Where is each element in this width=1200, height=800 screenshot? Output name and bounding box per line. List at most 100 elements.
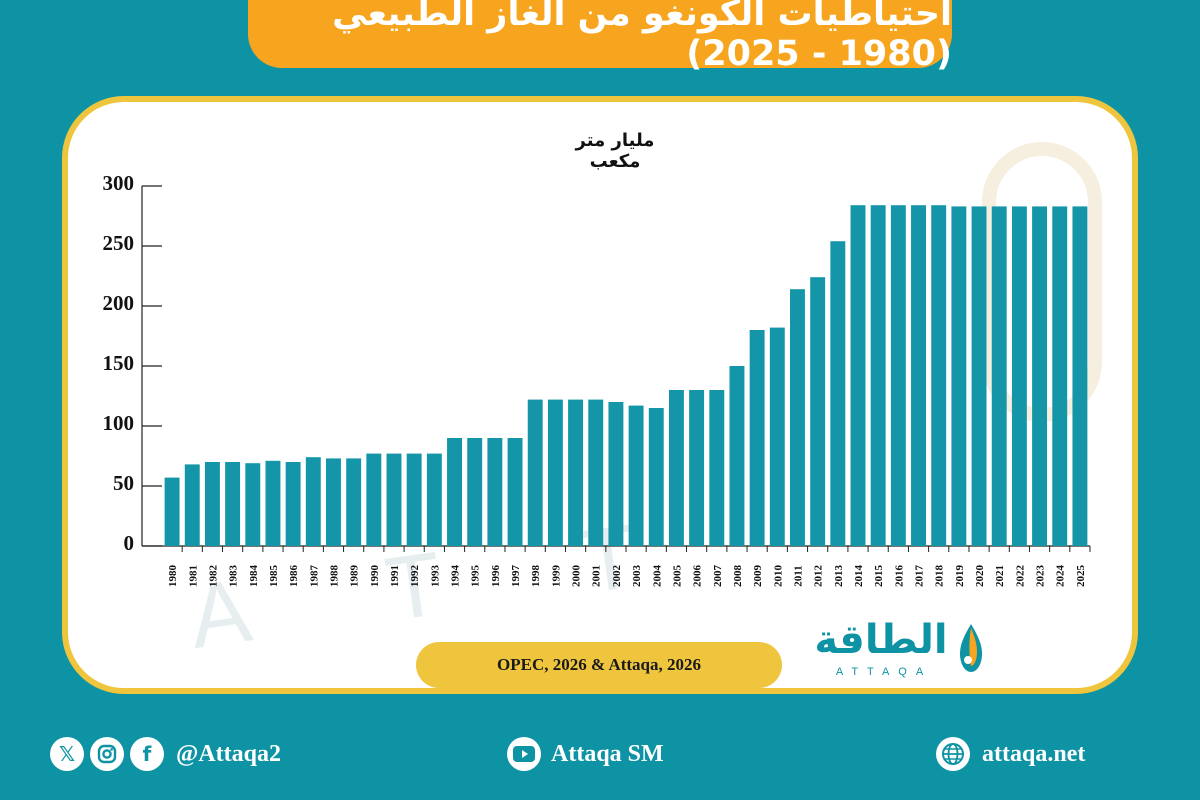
x-tick-label: 1999 [550,565,562,588]
bar [769,327,785,546]
x-tick-label: 1991 [389,565,401,587]
bar [588,399,604,546]
social-links: 𝕏 f @Attaqa2 [50,734,281,774]
x-tick-label: 2024 [1055,565,1067,588]
x-tick-label: 2019 [954,565,966,588]
bar [568,399,584,546]
chart-title-banner: احتياطيات الكونغو من الغاز الطبيعي (1980… [248,0,952,74]
bar [648,408,664,546]
x-tick-label: 2009 [752,565,764,588]
attaqa-logo[interactable]: الطاقة ATTAQA [806,616,992,684]
youtube-link[interactable]: Attaqa SM [507,734,664,774]
x-tick-label: 1987 [308,565,320,588]
x-tick-label: 2013 [833,565,845,588]
bar [790,289,805,546]
x-tick-label: 1980 [167,565,179,588]
y-tick-label: 0 [124,531,135,555]
instagram-icon[interactable] [90,737,124,771]
x-tick-label: 2004 [651,565,663,588]
bar [386,453,402,546]
x-tick-label: 1989 [349,565,361,588]
bar [850,205,866,546]
bar [991,206,1007,546]
x-tick-label: 1998 [530,565,542,588]
bar [366,453,382,546]
x-tick-label: 2006 [692,565,704,588]
y-tick-label: 300 [103,171,135,195]
x-tick-label: 1995 [470,565,482,588]
source-text: OPEC, 2026 & Attaqa, 2026 [497,655,701,674]
x-tick-label: 1993 [429,565,441,588]
bar [204,462,220,546]
y-tick-label: 150 [103,351,135,375]
x-tick-label: 2005 [671,565,683,588]
bar [729,366,745,546]
bar [507,438,523,546]
x-tick-label: 1988 [328,565,340,588]
x-tick-label: 2018 [934,565,946,588]
bar [870,205,886,546]
bar [426,453,442,546]
bar [608,402,624,546]
x-tick-label: 2000 [571,565,583,588]
x-tick-label: 1983 [228,565,240,588]
source-pill: OPEC, 2026 & Attaqa, 2026 [416,642,782,688]
bar [890,205,906,546]
bar [467,438,483,546]
x-tick-label: 2025 [1075,565,1087,588]
bar [447,438,462,546]
x-tick-label: 2014 [853,565,865,588]
bar [628,405,644,546]
y-tick-label: 200 [103,291,135,315]
bar [245,463,261,546]
bar [225,462,241,546]
x-tick-label: 1994 [450,565,462,588]
x-tick-label: 1981 [187,565,199,587]
social-handle[interactable]: @Attaqa2 [176,740,281,767]
bar [951,206,967,546]
bar [709,390,725,546]
x-tick-label: 2020 [974,565,986,588]
bar [184,464,200,546]
x-tick-label: 1990 [369,565,381,588]
bar [265,460,281,546]
x-tick-label: 1992 [409,565,421,588]
x-tick-label: 1985 [268,565,280,588]
x-tick-label: 2002 [611,565,623,588]
x-icon[interactable]: 𝕏 [50,737,84,771]
x-tick-label: 1997 [510,565,522,588]
chart-title: احتياطيات الكونغو من الغاز الطبيعي (1980… [332,0,952,74]
bar [1032,206,1048,546]
x-tick-label: 2023 [1035,565,1047,588]
facebook-icon[interactable]: f [130,737,164,771]
bar [164,477,180,546]
bar [406,453,422,546]
y-tick-label: 50 [113,471,134,495]
x-tick-label: 2003 [631,565,643,588]
unit-label: مليار متر مكعب [575,130,655,172]
x-tick-label: 2021 [994,565,1006,587]
x-tick-label: 1984 [248,565,260,588]
x-tick-label: 2022 [1014,565,1026,588]
bar [749,330,765,546]
website-link[interactable]: attaqa.net [936,734,1085,774]
bar [911,205,926,546]
bar [346,458,362,546]
x-tick-label: 2007 [712,565,724,588]
bar [1011,206,1027,546]
website-url: attaqa.net [982,740,1086,767]
x-tick-label: 2012 [813,565,825,588]
bar [971,206,987,546]
x-tick-label: 2008 [732,565,744,588]
logo-arabic-text: الطاقة [814,617,948,663]
bar [1052,206,1068,546]
y-tick-label: 250 [103,231,135,255]
youtube-channel: Attaqa SM [551,740,664,767]
bar [810,277,826,546]
globe-icon [936,737,970,771]
x-tick-label: 1986 [288,565,300,588]
bar [285,462,301,546]
bar [487,438,503,546]
y-tick-label: 100 [103,411,135,435]
